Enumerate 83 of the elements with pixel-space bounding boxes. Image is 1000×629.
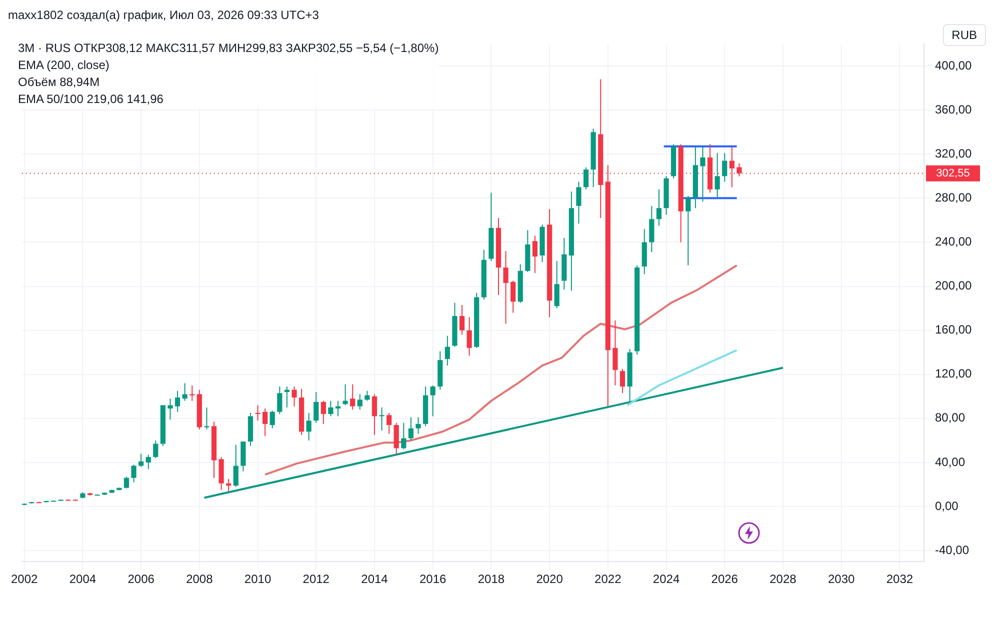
y-tick-label: -40,00 [935,542,970,557]
candlestick [686,195,691,266]
x-tick-label: 2016 [419,572,447,586]
x-tick-label: 2002 [10,572,38,586]
candlestick [174,390,180,412]
candlestick [379,406,384,432]
candlestick [430,384,436,417]
candlestick [576,181,582,224]
candlestick [649,205,654,253]
ref-line-label: 302,55 [936,167,970,180]
x-tick-label: 2030 [828,572,855,586]
candlestick [459,304,465,336]
candlestick [342,384,348,406]
y-tick-label: 360,00 [935,102,972,116]
x-tick-label: 2024 [652,572,680,586]
candlestick [270,410,275,429]
candlestick [153,440,158,459]
candlestick [722,152,728,182]
candlestick [612,320,618,386]
candlestick [656,188,662,226]
candlestick [314,392,319,424]
candlestick [292,386,297,407]
annotation: EMA (200, close) [18,57,110,74]
y-tick-label: 0,00 [935,498,959,513]
annotation: Объём 88,94M [18,74,101,91]
candlestick [320,400,326,424]
y-axis-title: RUB [942,24,986,46]
y-tick-label: 120,00 [935,366,972,381]
x-tick-label: 2012 [302,572,330,586]
candlestick [386,412,392,434]
x-tick-label: 2004 [69,572,96,586]
candlestick [408,416,414,441]
x-tick-label: 2010 [244,572,272,586]
candlestick [503,250,508,324]
annotation: EMA 50/100 219,06 141,96 [18,91,164,108]
y-tick-label: 80,00 [935,410,966,425]
candlestick [204,406,210,430]
x-tick-label: 2026 [711,572,738,586]
candlestick [532,235,538,274]
candlestick [583,166,589,190]
candlestick [328,400,334,417]
candlestick [357,394,362,410]
candlestick [350,384,356,410]
candlestick [190,384,195,402]
candlestick [401,422,406,450]
candlestick [146,454,151,470]
candlestick [168,398,173,420]
candlestick [700,146,706,202]
y-tick-label: 400,00 [935,58,972,72]
text: maxx1802 создал(а) график, Июл 03, 2026 09:33 UTC+3 [8,8,319,22]
candlestick [277,386,282,415]
candlestick [714,152,720,198]
x-tick-label: 2014 [361,572,388,586]
candlestick [394,422,399,456]
x-tick-label: 2018 [478,572,505,586]
candlestick [416,416,421,434]
candlestick [124,476,130,489]
candlestick [255,404,260,422]
candlestick [466,316,472,356]
x-tick-label: 2006 [128,572,155,586]
candlestick [262,408,268,437]
candlestick [182,382,188,402]
x-tick-label: 2022 [594,572,622,586]
candlestick [372,394,378,436]
candlestick [306,412,312,441]
candlestick [233,444,238,488]
candlestick [131,464,136,483]
y-tick-label: 280,00 [935,190,972,204]
x-tick-label: 2028 [770,572,797,586]
candlestick [444,335,450,366]
candlestick [554,260,560,309]
y-tick-label: 320,00 [935,146,972,160]
x-tick-label: 2020 [536,572,564,586]
y-tick-label: 160,00 [935,322,972,337]
x-tick-label: 2008 [186,572,214,586]
y-tick-label: 40,00 [935,454,966,469]
candlestick [138,453,144,468]
x-tick-label: 2032 [886,572,914,586]
y-tick-label: 240,00 [935,234,972,249]
y-tick-label: 200,00 [935,278,972,293]
candlestick [620,368,626,394]
chart-title: 3M · RUS ОТКР308,12 МАКС311,57 МИН299,83 ЗАКР302,55 −5,54 (−1,80%) [18,40,439,57]
candlestick [510,280,516,314]
